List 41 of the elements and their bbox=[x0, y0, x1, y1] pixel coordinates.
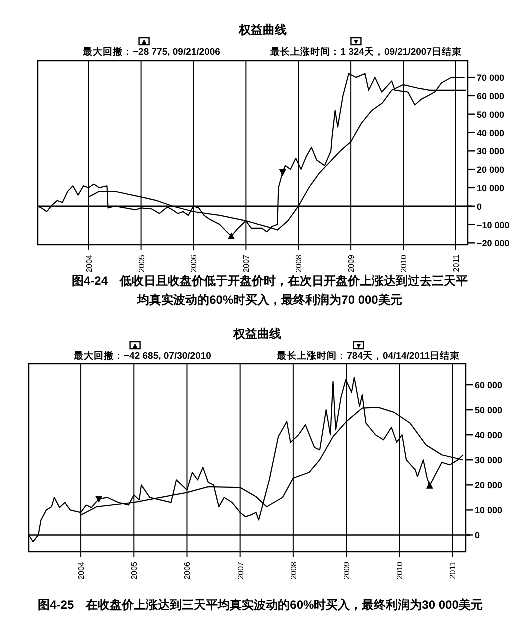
y-tick-label: 70 000 bbox=[477, 73, 505, 84]
x-tick-label: 2006 bbox=[183, 561, 192, 580]
y-tick-label: 20 000 bbox=[475, 480, 503, 491]
text: 最长上涨时间：784天，04/14/2011日结束 bbox=[276, 350, 460, 362]
y-tick-label: 30 000 bbox=[477, 146, 505, 157]
x-tick-label: 2005 bbox=[130, 561, 140, 580]
text: 最长上涨时间：1 324天，09/21/2007日结束 bbox=[270, 46, 462, 58]
y-tick-label: 0 bbox=[475, 530, 480, 541]
y-tick-label: 40 000 bbox=[477, 128, 505, 138]
y-tick-label: −10 000 bbox=[477, 220, 510, 230]
x-tick-label: 2004 bbox=[84, 254, 94, 273]
x-tick-label: 2008 bbox=[294, 254, 304, 273]
x-tick-label: 2007 bbox=[236, 561, 246, 580]
y-tick-label: 0 bbox=[477, 202, 482, 212]
x-tick-label: 2004 bbox=[77, 561, 86, 580]
x-tick-label: 2010 bbox=[396, 561, 405, 580]
x-tick-label: 2008 bbox=[289, 561, 298, 580]
caption: 图4-25 在收盘价上涨达到三天平均真实波动的60%时买入，最终利润为30 000美元 bbox=[37, 597, 484, 614]
y-tick-label: 10 000 bbox=[475, 506, 503, 516]
x-tick-label: 2007 bbox=[242, 254, 252, 273]
y-tick-label: 60 000 bbox=[475, 380, 503, 391]
caption: 图4-24 低收日且收盘价低于开盘价时，在次日开盘价上涨达到过去三天平均真实波动的60%时买入，最终利润为70 000美元 bbox=[70, 273, 470, 309]
chart-title: 权益曲线 bbox=[238, 23, 287, 37]
x-tick-label: 2011 bbox=[452, 254, 461, 272]
x-tick-label: 2009 bbox=[347, 254, 356, 273]
text: 最大回撤：−42 685, 07/30/2010 bbox=[73, 350, 212, 362]
y-tick-label: 40 000 bbox=[475, 430, 503, 441]
y-tick-label: 50 000 bbox=[475, 406, 503, 416]
y-tick-label: 20 000 bbox=[477, 165, 505, 176]
x-tick-label: 2005 bbox=[137, 254, 146, 273]
x-tick-label: 2011 bbox=[448, 561, 458, 580]
y-tick-label: 30 000 bbox=[475, 456, 503, 466]
x-tick-label: 2010 bbox=[400, 254, 408, 273]
y-tick-label: 50 000 bbox=[477, 110, 505, 120]
y-tick-label: 10 000 bbox=[477, 183, 505, 194]
text: 最大回撤：−28 775, 09/21/2006 bbox=[82, 46, 220, 58]
y-tick-label: −20 000 bbox=[477, 238, 510, 249]
x-tick-label: 2009 bbox=[342, 561, 352, 580]
chart-title: 权益曲线 bbox=[232, 327, 282, 341]
x-tick-label: 2006 bbox=[190, 254, 199, 273]
y-tick-label: 60 000 bbox=[477, 91, 505, 102]
